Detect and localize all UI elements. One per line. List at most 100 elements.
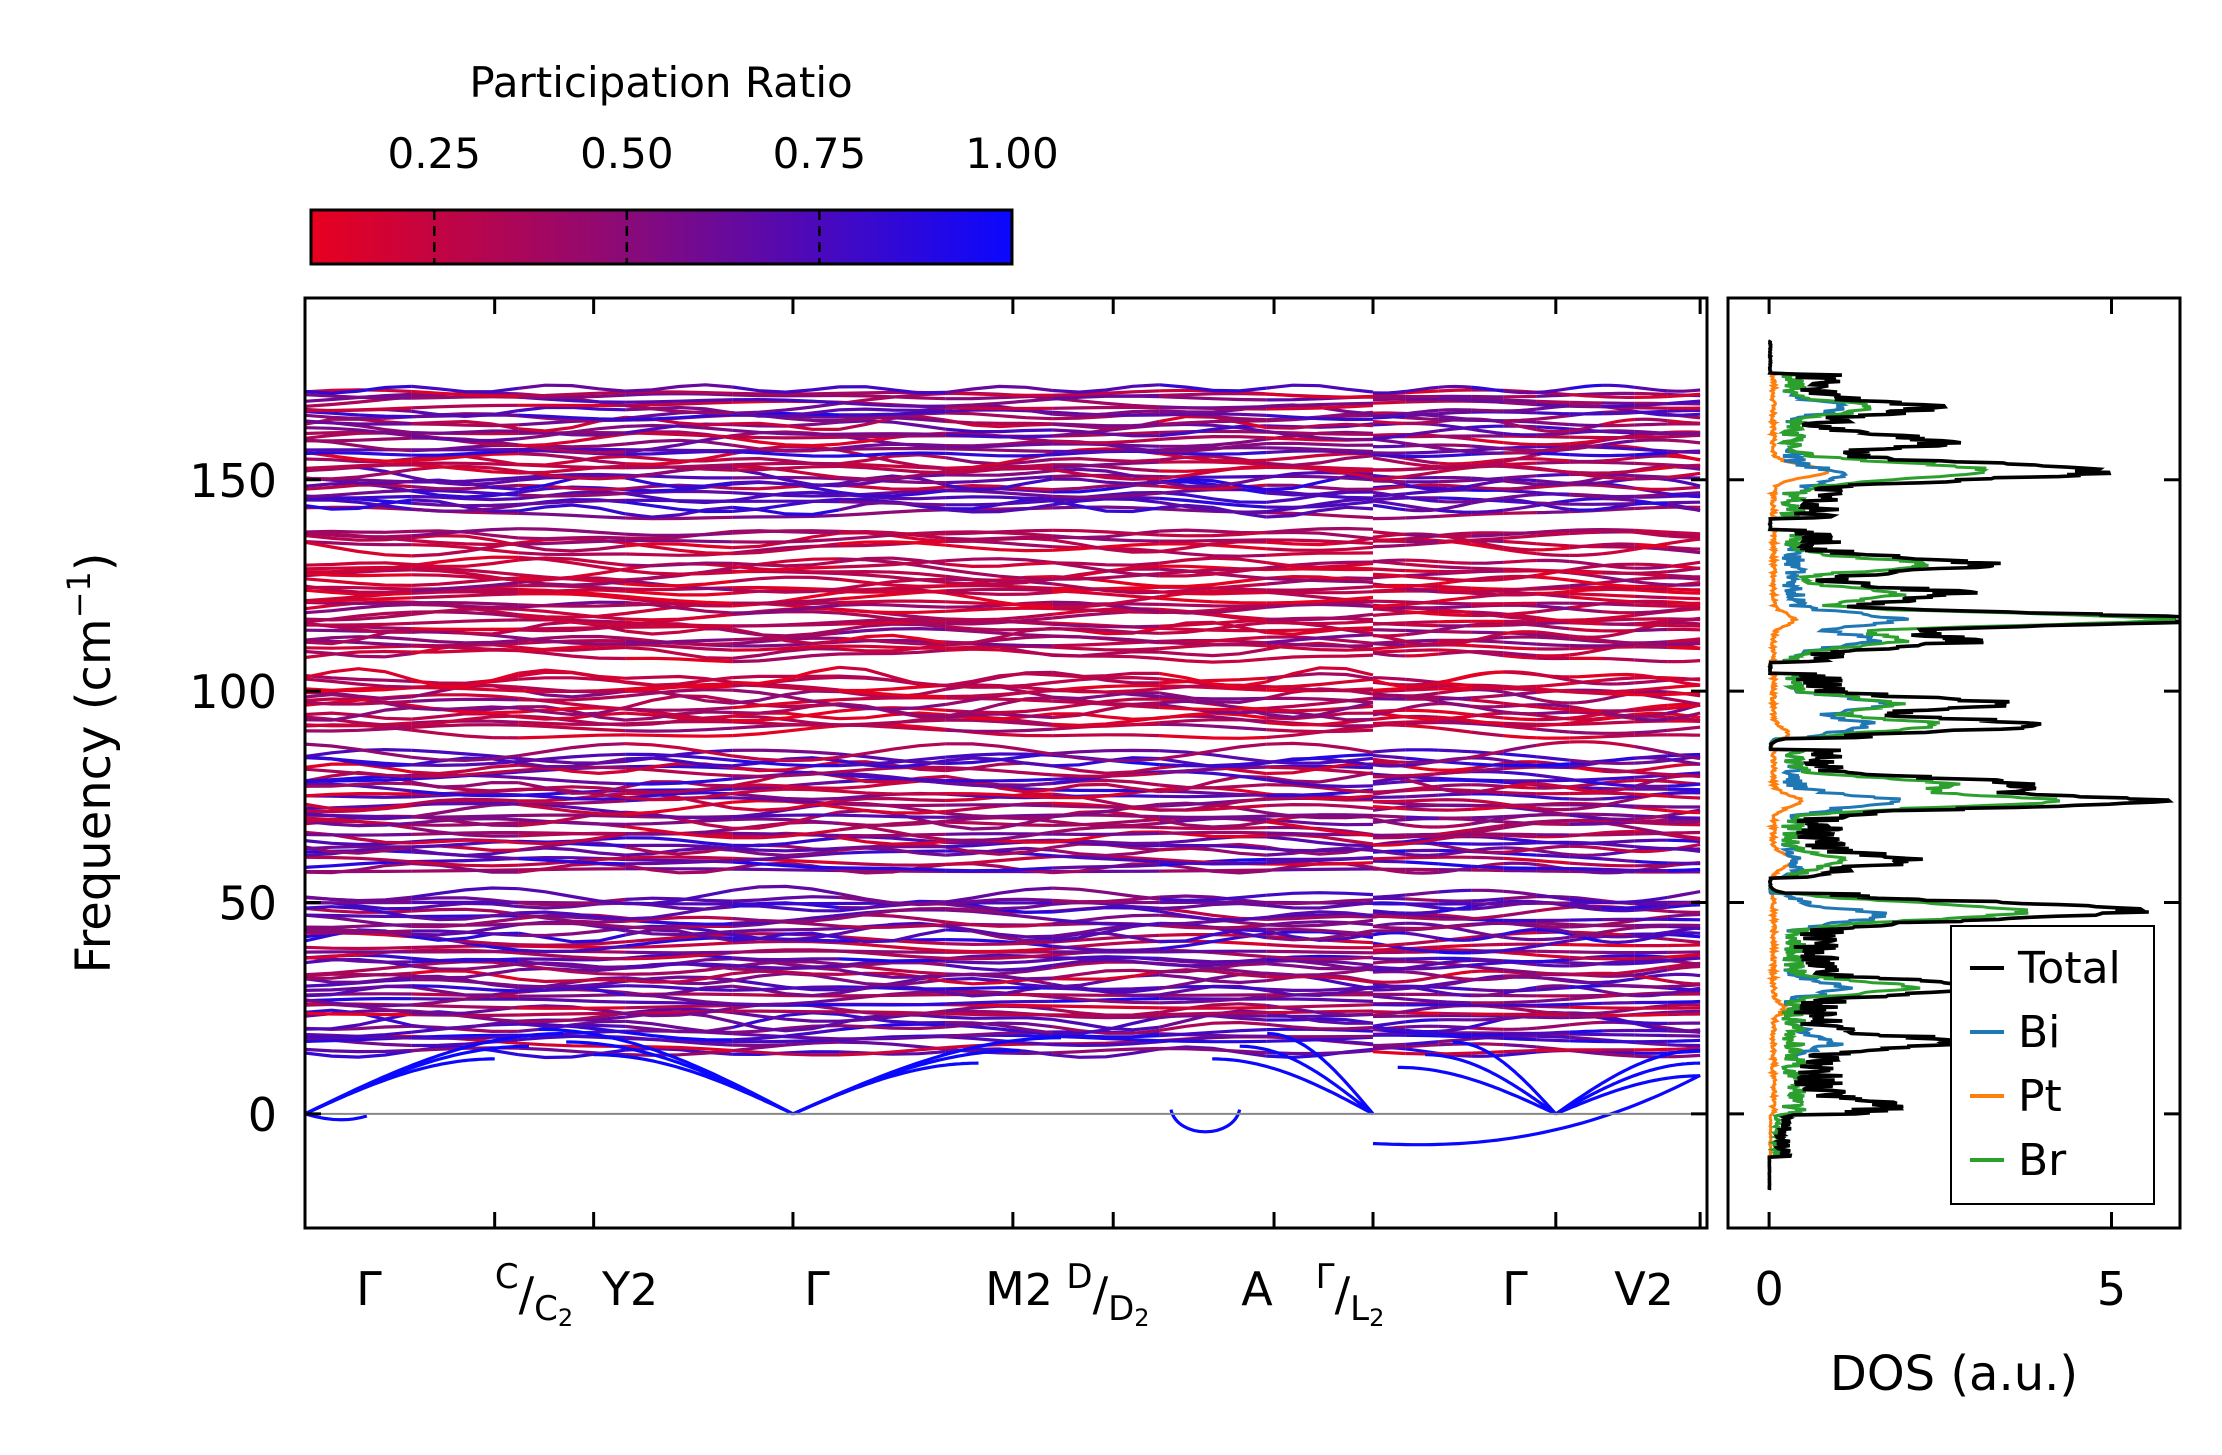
phonon-band-segment <box>1372 893 1406 899</box>
phonon-band-segment <box>1536 584 1570 590</box>
phonon-band-segment <box>1372 757 1406 764</box>
phonon-band-segment <box>411 592 519 600</box>
phonon-band-segment <box>305 436 412 443</box>
phonon-band-segment <box>1601 1001 1635 1005</box>
phonon-band-segment <box>411 501 519 508</box>
phonon-band-segment <box>411 705 519 712</box>
phonon-band-segment <box>1536 924 1570 929</box>
phonon-band-segment <box>1052 684 1160 692</box>
phonon-band-segment <box>411 817 519 825</box>
phonon-band-segment <box>732 787 840 796</box>
phonon-band-segment <box>1634 1021 1668 1032</box>
phonon-band-segment <box>1405 921 1439 928</box>
phonon-band-segment <box>1667 566 1701 574</box>
phonon-band-segment <box>305 540 412 547</box>
phonon-band-segment <box>1159 818 1267 829</box>
phonon-band-segment <box>1601 926 1635 934</box>
phonon-band-segment <box>305 540 412 558</box>
phonon-band-segment <box>518 383 626 393</box>
phonon-band-segment <box>1601 542 1635 547</box>
phonon-band-segment <box>1438 673 1472 685</box>
phonon-band-segment <box>1569 570 1603 575</box>
phonon-band-segment <box>732 575 840 583</box>
phonon-band-segment <box>1667 485 1701 491</box>
phonon-band-segment <box>1634 493 1668 498</box>
phonon-band-segment <box>731 628 840 638</box>
phonon-band-segment <box>732 1039 840 1048</box>
phonon-band-segment <box>732 397 840 405</box>
phonon-band-segment <box>1159 676 1267 685</box>
phonon-band-segment <box>1634 501 1668 506</box>
phonon-band-segment <box>625 726 733 733</box>
phonon-band-segment <box>1471 976 1504 982</box>
phonon-band-segment <box>1569 813 1603 821</box>
phonon-band-segment <box>518 813 626 818</box>
phonon-band-segment <box>411 600 519 607</box>
phonon-band-segment <box>732 846 840 853</box>
phonon-band-segment <box>1470 960 1504 967</box>
phonon-band-segment <box>1438 478 1472 484</box>
dos-panel-frame <box>1726 296 2182 1230</box>
phonon-band-segment <box>945 489 1053 498</box>
phonon-band-segment <box>411 821 519 827</box>
phonon-band-segment <box>1569 712 1603 720</box>
phonon-band-segment <box>945 671 1053 688</box>
phonon-band-segment <box>1438 590 1472 595</box>
phonon-band-segment <box>1438 414 1472 421</box>
phonon-band-segment <box>1536 727 1570 734</box>
phonon-band-segment <box>1667 972 1701 978</box>
phonon-band-segment <box>411 389 519 398</box>
phonon-band-segment <box>1601 846 1635 853</box>
phonon-band-segment <box>838 556 947 566</box>
kpoint-label-c-c2: C/C2 <box>495 1257 573 1332</box>
phonon-band-segment <box>411 697 519 703</box>
kpath-labels: Γ C/C2 Y2 Γ M2 D/D2 A Γ/L2 Γ V2 <box>356 1257 1674 1332</box>
phonon-band-segment <box>411 461 519 467</box>
phonon-band-segment <box>1159 626 1267 633</box>
phonon-band-segment <box>1438 899 1472 903</box>
phonon-band-segment <box>1667 1012 1701 1017</box>
legend-box <box>1950 925 2155 1205</box>
phonon-band-segment <box>1372 642 1406 647</box>
phonon-band-segment <box>411 848 519 858</box>
phonon-band-segment <box>1438 629 1472 634</box>
phonon-band-segment <box>411 463 519 475</box>
phonon-band-segment <box>1667 678 1701 687</box>
acoustic-branch <box>305 1031 564 1116</box>
phonon-band-segment <box>838 626 946 635</box>
phonon-band-segment <box>1471 855 1504 860</box>
phonon-band-segment <box>1569 1032 1603 1037</box>
phonon-band-segment <box>411 968 519 980</box>
phonon-band-segment <box>1438 587 1472 592</box>
phonon-band-segment <box>625 817 733 826</box>
phonon-band-segment <box>305 742 413 759</box>
phonon-band-segment <box>305 855 412 864</box>
phonon-band-segment <box>838 644 946 650</box>
phonon-band-segment <box>625 412 733 422</box>
phonon-band-segment <box>1159 909 1267 922</box>
phonon-band-segment <box>625 596 733 608</box>
phonon-band-segment <box>1471 588 1504 594</box>
phonon-band-segment <box>625 476 733 489</box>
phonon-band-segment <box>518 527 626 536</box>
phonon-band-segment <box>1667 697 1701 706</box>
phonon-band-segment <box>1634 385 1668 393</box>
phonon-band-segment <box>1503 972 1537 980</box>
phonon-band-segment <box>1667 412 1701 417</box>
phonon-band-segment <box>1159 540 1267 554</box>
legend-label-pt: Pt <box>2018 1071 2062 1122</box>
phonon-band-segment <box>731 978 840 992</box>
phonon-band-segment <box>1405 470 1439 479</box>
phonon-band-segment <box>1266 626 1374 633</box>
phonon-band-segment <box>1634 406 1668 410</box>
phonon-band-segment <box>1536 869 1570 873</box>
phonon-band-segment <box>1601 740 1635 749</box>
phonon-band-segment <box>1438 776 1472 782</box>
phonon-band-segment <box>1602 731 1635 735</box>
phonon-band-segment <box>1052 1032 1160 1039</box>
phonon-band-segment <box>305 561 412 567</box>
phonon-band-segment <box>305 860 412 869</box>
phonon-band-segment <box>1405 836 1439 844</box>
phonon-band-segment <box>518 912 626 924</box>
